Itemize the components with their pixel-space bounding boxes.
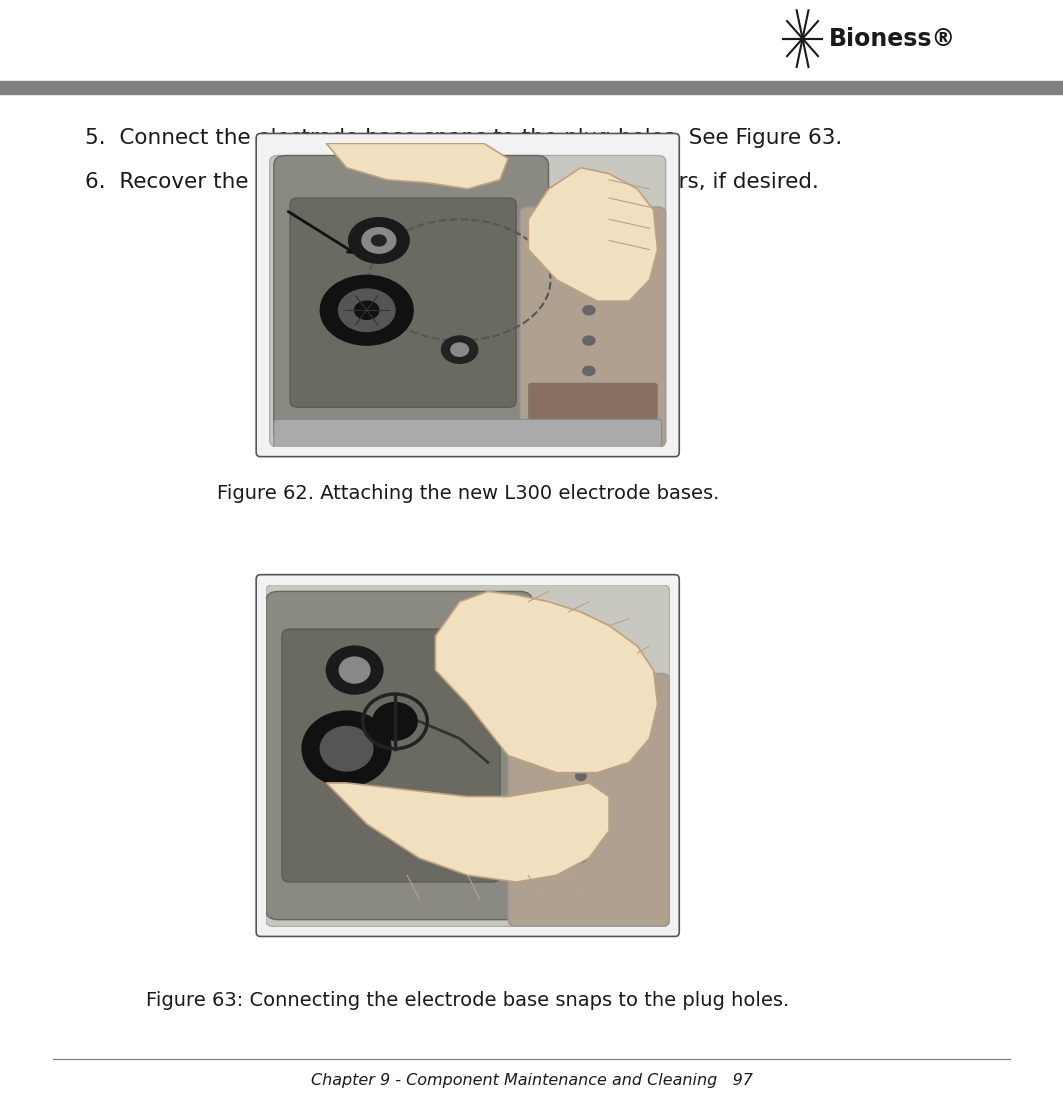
FancyBboxPatch shape (266, 585, 670, 927)
Circle shape (575, 730, 586, 739)
Text: Figure 62. Attaching the new L300 electrode bases.: Figure 62. Attaching the new L300 electr… (217, 483, 719, 503)
Polygon shape (436, 591, 658, 773)
Circle shape (372, 235, 386, 246)
FancyBboxPatch shape (266, 591, 533, 920)
Circle shape (451, 343, 469, 356)
Polygon shape (326, 143, 508, 189)
FancyBboxPatch shape (520, 207, 665, 447)
Text: 6.  Recover the wires and snaps with the wire concealers, if desired.: 6. Recover the wires and snaps with the … (85, 172, 819, 192)
Circle shape (361, 227, 395, 254)
Circle shape (575, 813, 586, 822)
FancyBboxPatch shape (270, 156, 665, 447)
Circle shape (338, 289, 395, 331)
Circle shape (575, 699, 586, 709)
Text: Bioness®: Bioness® (829, 26, 957, 51)
Circle shape (583, 245, 595, 254)
FancyBboxPatch shape (528, 383, 658, 419)
Polygon shape (326, 783, 609, 882)
Circle shape (583, 306, 595, 314)
Polygon shape (528, 168, 658, 301)
Circle shape (349, 217, 409, 264)
Circle shape (320, 727, 373, 771)
Circle shape (320, 276, 414, 345)
Circle shape (583, 276, 595, 285)
Circle shape (355, 301, 378, 320)
Circle shape (302, 711, 391, 786)
Circle shape (583, 366, 595, 375)
FancyBboxPatch shape (508, 674, 670, 927)
Circle shape (575, 772, 586, 781)
FancyBboxPatch shape (256, 575, 679, 936)
Text: Chapter 9 - Component Maintenance and Cleaning   97: Chapter 9 - Component Maintenance and Cl… (310, 1073, 753, 1089)
FancyBboxPatch shape (274, 156, 549, 440)
FancyBboxPatch shape (282, 629, 500, 882)
Circle shape (373, 703, 417, 740)
FancyBboxPatch shape (290, 199, 517, 407)
Text: 5.  Connect the electrode base snaps to the plug holes. See Figure 63.: 5. Connect the electrode base snaps to t… (85, 128, 842, 148)
Circle shape (575, 854, 586, 863)
Circle shape (326, 646, 383, 694)
FancyBboxPatch shape (274, 419, 661, 450)
Circle shape (339, 657, 370, 683)
Circle shape (583, 336, 595, 345)
Circle shape (441, 336, 478, 363)
Text: Figure 63: Connecting the electrode base snaps to the plug holes.: Figure 63: Connecting the electrode base… (146, 990, 790, 1010)
FancyBboxPatch shape (256, 133, 679, 457)
Bar (0, 81, 1063, 94)
